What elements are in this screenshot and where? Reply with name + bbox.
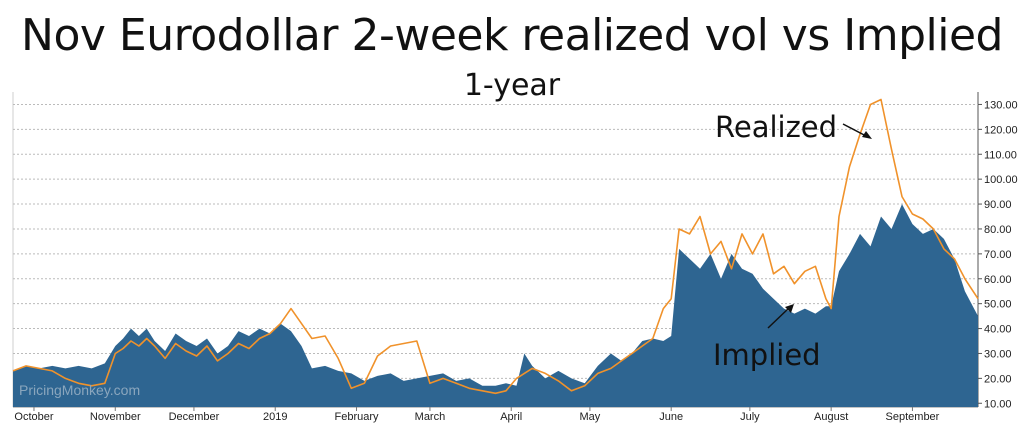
y-tick-label: 120.00 — [984, 124, 1018, 136]
annotation-arrows — [767, 123, 872, 329]
x-tick-label: 2019 — [263, 411, 287, 423]
y-tick-label: 10.00 — [984, 398, 1012, 410]
x-tick-label: November — [90, 411, 141, 423]
y-tick-label: 30.00 — [984, 348, 1012, 360]
x-tick-label: July — [740, 411, 760, 423]
implied-area — [13, 204, 978, 407]
x-tick-label: October — [14, 411, 53, 423]
y-tick-label: 60.00 — [984, 274, 1012, 286]
realized-line — [12, 98, 979, 395]
realized-annotation: Realized — [715, 110, 838, 144]
x-axis-ticks: October November December 2019 February March… — [14, 407, 940, 423]
x-tick-label: May — [580, 411, 601, 423]
x-tick-label: June — [659, 411, 683, 423]
y-tick-label: 90.00 — [984, 199, 1012, 211]
y-tick-label: 130.00 — [984, 99, 1018, 111]
chart-subtitle: 1-year — [463, 68, 561, 103]
x-tick-label: September — [886, 411, 940, 423]
y-tick-label: 70.00 — [984, 249, 1012, 261]
x-tick-label: February — [335, 411, 380, 423]
x-tick-label: April — [500, 411, 522, 423]
chart-title: Nov Eurodollar 2-week realized vol vs Im… — [21, 10, 1003, 61]
implied-annotation: Implied — [713, 338, 821, 372]
y-tick-label: 100.00 — [984, 174, 1018, 186]
realized-arrowhead — [862, 131, 872, 139]
y-tick-label: 20.00 — [984, 373, 1012, 385]
x-tick-label: August — [814, 411, 848, 423]
x-tick-label: December — [169, 411, 220, 423]
implied-arrowhead — [785, 304, 794, 313]
watermark: PricingMonkey.com — [19, 382, 141, 398]
y-axis-ticks: 10.00 20.00 30.00 40.00 50.00 60.00 70.00 80.00… — [978, 99, 1018, 410]
y-tick-label: 50.00 — [984, 299, 1012, 311]
implied-arrow — [767, 306, 791, 329]
y-tick-label: 40.00 — [984, 324, 1012, 336]
y-tick-label: 80.00 — [984, 224, 1012, 236]
series-layer — [12, 98, 979, 407]
x-tick-label: March — [415, 411, 446, 423]
y-tick-label: 110.00 — [984, 149, 1017, 161]
